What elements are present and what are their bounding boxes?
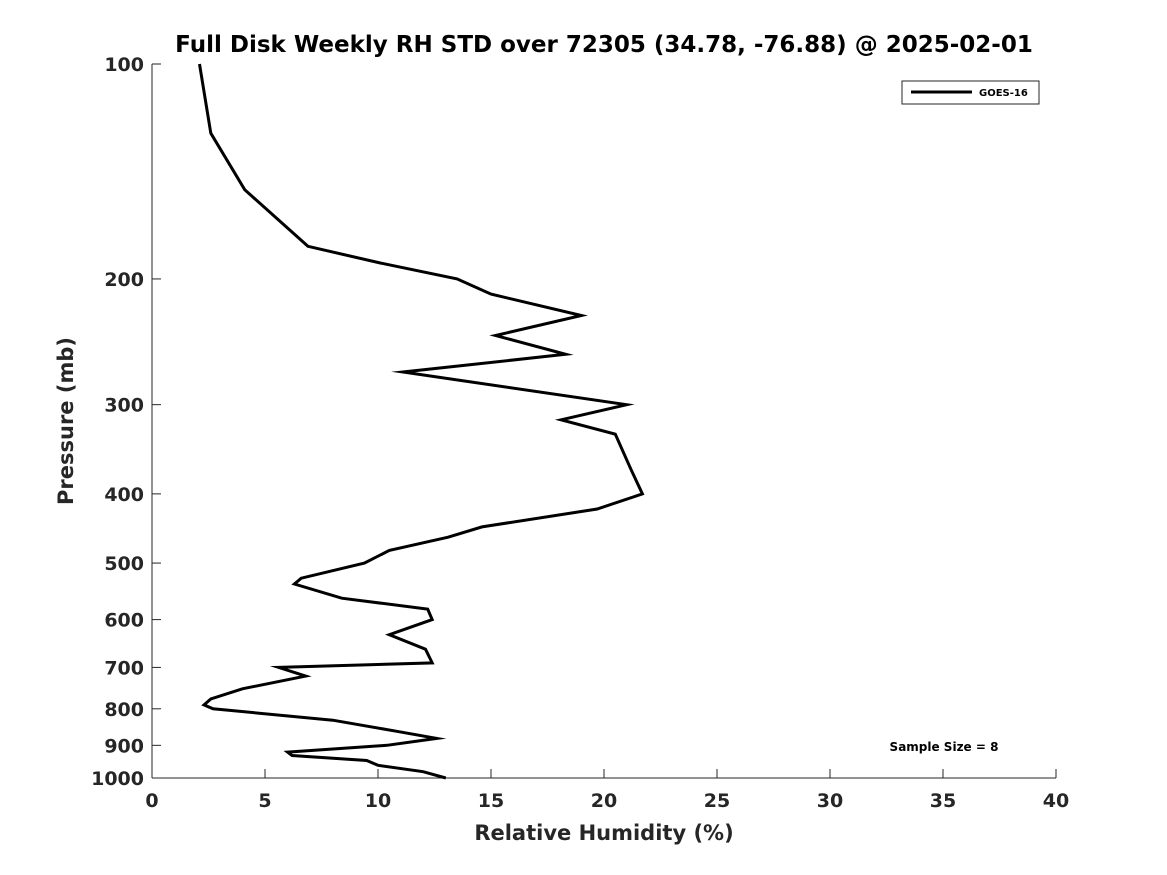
legend: GOES-16 bbox=[901, 80, 1040, 105]
y-tick-label: 200 bbox=[104, 269, 144, 291]
x-tick-label: 35 bbox=[930, 790, 956, 812]
x-tick-label: 0 bbox=[145, 790, 158, 812]
x-tick-label: 5 bbox=[258, 790, 271, 812]
y-axis-label: Pressure (mb) bbox=[54, 337, 78, 505]
sample-size-annotation: Sample Size = 8 bbox=[890, 740, 999, 754]
x-tick-label: 20 bbox=[591, 790, 617, 812]
x-tick-label: 10 bbox=[365, 790, 391, 812]
y-tick-label: 1000 bbox=[91, 768, 144, 790]
y-tick-label: 300 bbox=[104, 395, 144, 417]
x-tick-label: 25 bbox=[704, 790, 730, 812]
y-tick-label: 100 bbox=[104, 54, 144, 76]
chart-title: Full Disk Weekly RH STD over 72305 (34.7… bbox=[175, 32, 1033, 58]
y-tick-label: 500 bbox=[104, 553, 144, 575]
y-tick-label: 700 bbox=[104, 657, 144, 679]
y-tick-label: 800 bbox=[104, 699, 144, 721]
x-tick-label: 30 bbox=[817, 790, 843, 812]
x-axis-label: Relative Humidity (%) bbox=[474, 821, 733, 845]
x-tick-label: 40 bbox=[1043, 790, 1069, 812]
y-tick-label: 600 bbox=[104, 610, 144, 632]
legend-label-goes-16: GOES-16 bbox=[979, 88, 1028, 99]
x-axis-ticks: 0 5 10 15 20 25 30 35 40 bbox=[145, 769, 1069, 812]
x-tick-label: 15 bbox=[478, 790, 504, 812]
y-tick-label: 900 bbox=[104, 735, 144, 757]
series-line-goes-16 bbox=[198, 63, 645, 780]
y-tick-label: 400 bbox=[104, 484, 144, 506]
series-layer bbox=[198, 63, 645, 780]
y-axis-ticks: 100 200 300 400 500 600 700 800 900 1000 bbox=[91, 54, 161, 790]
